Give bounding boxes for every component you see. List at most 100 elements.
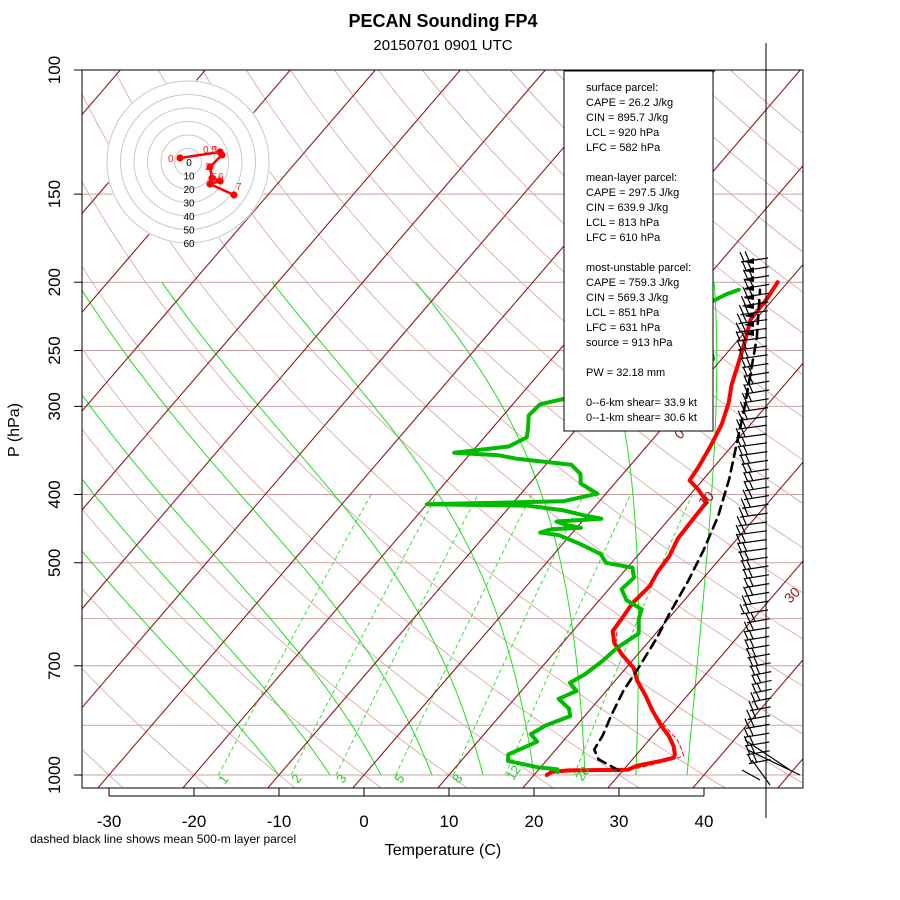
hodograph-point	[218, 151, 226, 159]
wind-barb-flag	[743, 471, 749, 482]
wind-barb-flag	[748, 471, 754, 481]
mixing-ratio-label: 2	[288, 771, 304, 786]
wind-barb-flag	[743, 375, 749, 385]
wind-barb	[743, 726, 770, 738]
wind-barb-staff	[739, 512, 768, 518]
wind-barb-pennant	[744, 267, 754, 273]
wind-barb-flag	[744, 251, 750, 261]
y-tick-label: 300	[45, 392, 64, 420]
wind-barb-flag	[747, 365, 753, 376]
wind-barb-flag	[744, 400, 750, 411]
wind-barb-staff	[737, 442, 768, 448]
hodograph-ring	[174, 148, 202, 176]
series-mean-layer-parcel	[592, 288, 762, 772]
wind-barb-flag	[745, 647, 752, 658]
wind-barb-flag	[741, 515, 747, 525]
wind-barb-flag	[742, 287, 748, 297]
wind-barb	[737, 444, 768, 457]
wind-barb-flag	[742, 568, 748, 579]
dry-adiabat	[82, 93, 803, 784]
hodograph-point-label: 6	[218, 172, 224, 183]
hodograph-point-label: 7	[236, 182, 242, 193]
wind-barb-flag	[740, 295, 747, 306]
wind-barb-flag	[735, 322, 741, 332]
info-box-lines: surface parcel: CAPE = 26.2 J/kg CIN = 895…	[586, 82, 697, 424]
wind-barb-flag	[747, 753, 753, 764]
chart-subtitle: 20150701 0901 UTC	[373, 37, 512, 54]
wind-barb-flag	[741, 339, 747, 349]
x-tick-label: -10	[267, 812, 292, 831]
wind-barb-staff	[743, 468, 769, 474]
wind-barb-low	[751, 759, 771, 786]
info-line: 0--6-km shear= 33.9 kt	[586, 397, 697, 409]
wind-barb	[743, 585, 770, 597]
wind-barb-flag	[746, 462, 752, 472]
wind-barb-flag	[747, 567, 753, 578]
wind-barb-staff	[745, 741, 770, 747]
wind-barb	[741, 559, 769, 571]
wind-barb	[748, 655, 771, 668]
wind-barb-low	[744, 739, 791, 771]
wind-barb-flag	[738, 304, 744, 315]
wind-barb	[750, 664, 772, 677]
wind-barb	[746, 708, 771, 721]
parcel-info-box: surface parcel: CAPE = 26.2 J/kg CIN = 895…	[563, 70, 714, 432]
wind-barb-flag	[736, 515, 742, 526]
wind-barb-flag	[743, 269, 749, 280]
dry-adiabat	[201, 70, 803, 640]
y-tick-label: 200	[45, 268, 64, 296]
wind-barb-flag	[743, 303, 749, 314]
wind-barb-flag	[750, 611, 756, 622]
wind-barb-flag	[740, 498, 746, 508]
hodograph-ring-label: 50	[183, 226, 195, 237]
wind-barb-flag	[743, 727, 749, 737]
mixing-ratio-label: 5	[391, 771, 407, 786]
wind-barb-flag	[756, 673, 762, 684]
y-tick-label: 250	[45, 336, 64, 364]
isotherm	[777, 757, 803, 788]
wind-barb-staff	[746, 750, 770, 756]
moist-adiabat	[161, 281, 484, 776]
wind-barb-staff	[741, 459, 769, 465]
hodograph-point	[206, 163, 214, 171]
dry-adiabat-label: 40	[805, 650, 827, 672]
info-line: LCL = 920 hPa	[586, 127, 660, 139]
wind-barb-flag	[743, 347, 749, 358]
wind-barb-staff	[744, 591, 770, 597]
wind-barb	[736, 541, 768, 553]
wind-barb-staff	[738, 547, 768, 553]
isotherm	[692, 659, 803, 788]
wind-barb-staff	[744, 635, 770, 641]
wind-barb-flag	[751, 708, 757, 719]
wind-barbs	[735, 43, 801, 818]
wind-barb-flag	[755, 691, 761, 701]
wind-barb	[737, 409, 768, 421]
wind-barb	[738, 347, 768, 360]
wind-barb	[736, 339, 768, 351]
wind-barb-staff	[749, 706, 771, 712]
info-line: CAPE = 26.2 J/kg	[586, 97, 673, 109]
hodograph-ring	[106, 80, 270, 244]
wind-barb-staff	[743, 398, 769, 404]
wind-barb	[738, 506, 768, 518]
y-tick-label: 150	[45, 180, 64, 208]
wind-barb-flag	[740, 357, 746, 368]
dry-adiabat	[157, 70, 803, 687]
wind-barb-flag	[740, 330, 746, 340]
wind-barb-flag	[738, 551, 744, 561]
wind-barb-flag	[741, 435, 747, 446]
dry-adiabat	[289, 70, 803, 549]
dry-adiabat-label: 50	[803, 744, 825, 766]
wind-barb-staff	[740, 310, 768, 316]
mixing-ratio-label: 8	[449, 771, 465, 786]
wind-barb-flag	[739, 401, 745, 412]
hodograph-background	[106, 80, 270, 244]
wind-barb-flag	[750, 743, 756, 754]
wind-barb-flag	[745, 744, 751, 755]
wind-barb-staff	[737, 539, 767, 545]
wind-barb-staff	[748, 759, 771, 765]
info-line: LFC = 582 hPa	[586, 142, 661, 154]
moist-adiabat	[82, 550, 280, 776]
wind-barb-flag	[741, 312, 747, 323]
mixing-ratio-line	[290, 494, 438, 776]
